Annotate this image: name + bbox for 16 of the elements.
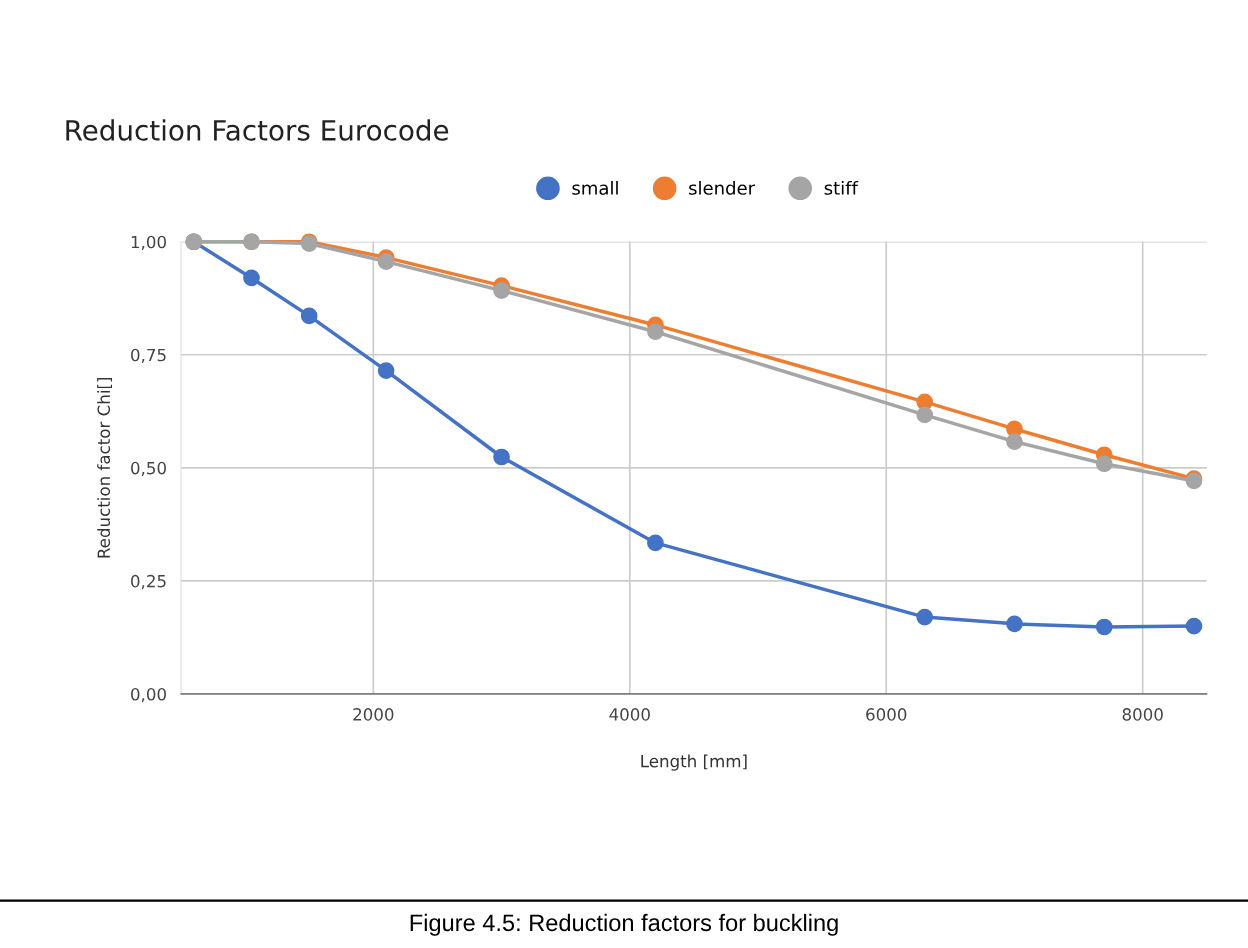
x-tick-label: 6000 [866, 708, 907, 721]
chart-title: Reduction Factors Eurocode [66, 119, 449, 141]
x-tick-label: 4000 [609, 708, 650, 721]
y-tick-label: 0,00 [131, 687, 166, 703]
y-tick-label: 0,50 [131, 461, 166, 477]
y-tick-label: 0,25 [131, 574, 166, 590]
y-tick-label: 0,75 [131, 348, 166, 364]
y-axis-title: Reduction factor Chi[] [97, 377, 113, 558]
x-tick-label: 8000 [1122, 708, 1163, 721]
caption: Figure 4.5: Reduction factors for buckling [410, 913, 838, 936]
legend-label: small [572, 180, 618, 195]
legend-label: slender [689, 180, 756, 195]
x-tick-label: 2000 [353, 708, 394, 721]
x-axis-title: Length [mm] [641, 754, 747, 771]
y-tick-label: 1,00 [131, 235, 166, 251]
legend-label: stiff [824, 180, 859, 195]
